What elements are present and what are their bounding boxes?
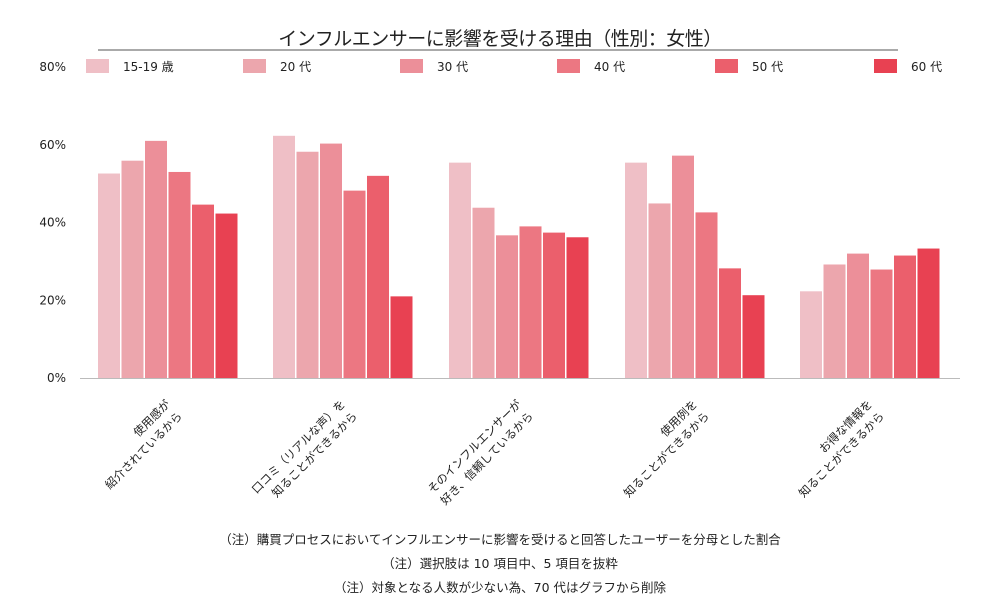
chart-title: インフルエンサーに影響を受ける理由（性別：女性）: [278, 28, 722, 50]
bar-1-1: [296, 151, 319, 378]
bar-3-0: [168, 171, 191, 378]
bar-4-4: [894, 255, 916, 378]
legend-item: 60 代: [874, 58, 942, 74]
legend-item: 15-19 歳: [86, 58, 174, 74]
legend-label: 60 代: [911, 59, 943, 74]
title-divider: [98, 49, 898, 51]
bar-4-3: [719, 268, 741, 378]
bar-2-3: [672, 155, 694, 378]
legend-swatch: [557, 59, 580, 73]
bar-4-0: [192, 204, 214, 378]
legend-label: 15-19 歳: [123, 59, 174, 74]
bar-0-2: [449, 162, 471, 378]
bar-3-3: [695, 212, 718, 378]
bar-3-2: [519, 226, 542, 378]
legend-item: 20 代: [243, 58, 311, 74]
bar-5-3: [742, 295, 765, 378]
legend-item: 40 代: [557, 58, 625, 74]
category-label-line: そのインフルエンサーが: [425, 397, 524, 496]
legend-label: 50 代: [752, 59, 784, 74]
legend-label: 40 代: [594, 59, 626, 74]
note-2: （注）選択肢は 10 項目中、5 項目を抜粋: [382, 556, 618, 571]
bar-1-0: [121, 160, 144, 378]
bar-1-4: [823, 264, 846, 378]
y-tick-label: 60%: [39, 138, 66, 152]
legend-swatch: [243, 59, 266, 73]
bar-2-0: [145, 140, 167, 378]
legend-label: 20 代: [280, 59, 312, 74]
bar-1-2: [472, 207, 495, 378]
legend-item: 50 代: [715, 58, 783, 74]
bar-3-1: [343, 190, 366, 378]
bar-2-4: [847, 253, 869, 378]
bar-5-4: [917, 248, 940, 378]
bar-2-2: [496, 235, 518, 378]
legend-item: 30 代: [400, 58, 468, 74]
bar-0-1: [273, 135, 295, 378]
note-3: （注）対象となる人数が少ない為、70 代はグラフから削除: [333, 580, 666, 595]
bar-4-1: [367, 175, 389, 378]
bar-0-0: [98, 173, 120, 378]
legend-swatch: [400, 59, 423, 73]
y-tick-label: 40%: [39, 216, 66, 230]
bar-5-2: [566, 237, 589, 378]
bar-5-1: [390, 296, 413, 378]
bar-1-3: [648, 203, 671, 378]
y-tick-label: 80%: [39, 60, 66, 74]
bar-0-4: [800, 291, 822, 378]
legend-swatch: [874, 59, 897, 73]
bar-5-0: [215, 213, 238, 378]
bar-3-4: [870, 269, 893, 378]
y-tick-label: 20%: [39, 293, 66, 307]
legend-swatch: [86, 59, 109, 73]
bar-4-2: [543, 232, 565, 378]
note-1: （注）購買プロセスにおいてインフルエンサーに影響を受けると回答したユーザーを分母…: [219, 532, 781, 547]
legend-swatch: [715, 59, 738, 73]
category-label-line: 口コミ（リアルな声）を: [249, 397, 348, 496]
bar-0-3: [625, 162, 647, 378]
bar-2-1: [320, 143, 342, 378]
y-tick-label: 0%: [47, 371, 66, 385]
legend-label: 30 代: [437, 59, 469, 74]
